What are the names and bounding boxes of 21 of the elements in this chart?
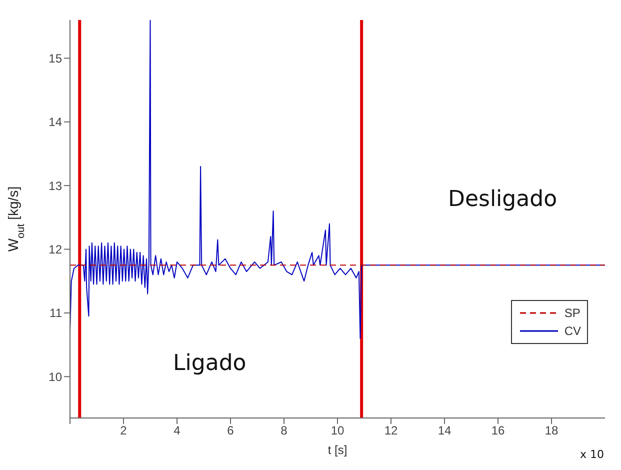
annotation: Ligado <box>173 351 246 376</box>
y-tick-label: 11 <box>50 306 62 320</box>
y-tick-label: 13 <box>48 178 62 193</box>
y-tick-label: 12 <box>48 242 62 257</box>
x-tick-label: 16 <box>491 424 505 438</box>
x-tick-label: 2 <box>120 424 128 438</box>
x-tick-label: 8 <box>280 424 288 438</box>
annotation: Desligado <box>448 187 558 212</box>
x-axis-title: t [s] <box>328 443 348 457</box>
x-tick-label: 10 <box>330 424 344 438</box>
legend-label: SP <box>564 305 580 322</box>
text: x 10 <box>580 448 604 461</box>
x-tick-label: 6 <box>227 424 234 438</box>
x-tick-label: 4 <box>174 424 181 438</box>
x-tick-label: 14 <box>438 424 452 438</box>
y-tick-label: 15 <box>48 51 62 66</box>
legend-label: CV <box>564 323 581 340</box>
y-tick-label: 10 <box>48 370 62 384</box>
x-tick-label: 12 <box>384 424 398 438</box>
x-tick-label: 18 <box>544 424 558 438</box>
y-tick-label: 14 <box>48 115 62 130</box>
